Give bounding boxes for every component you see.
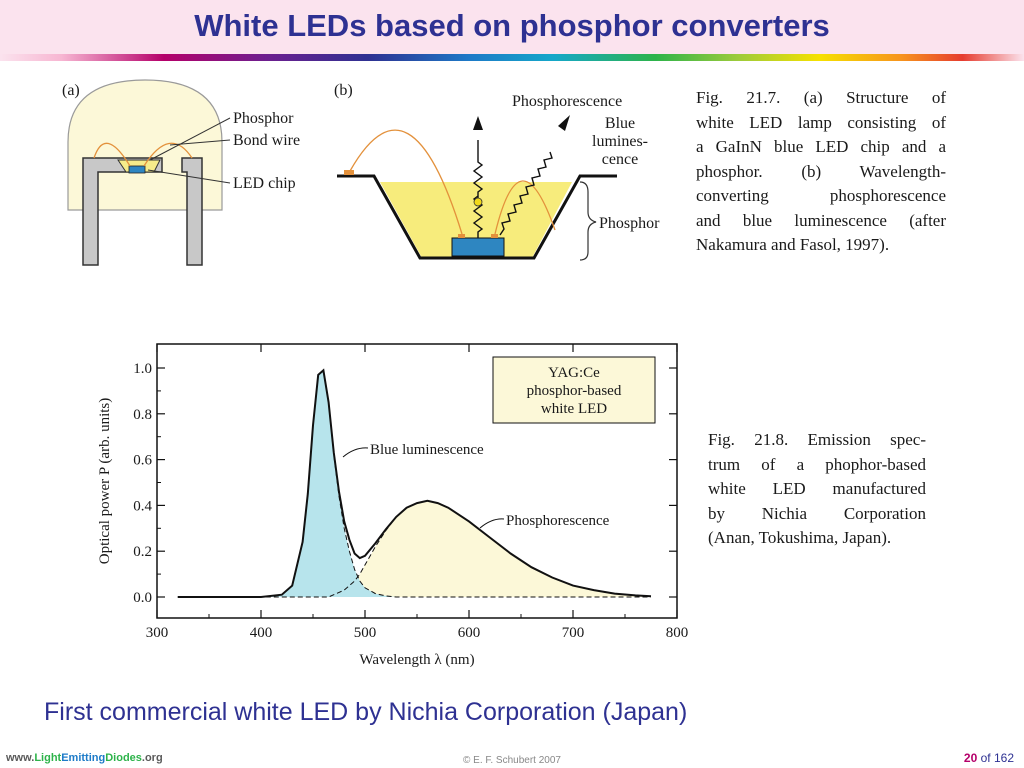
panel-b-label: (b) <box>334 82 353 99</box>
caption-line: and blue luminescence (after <box>696 210 946 230</box>
y-tick-label: 0.2 <box>133 544 152 560</box>
blue-luminescence-arrow <box>558 115 570 131</box>
label-phosphorescence-b: Phosphorescence <box>512 93 622 110</box>
lamp-dome <box>67 79 223 211</box>
annotation-blue-luminescence: Blue luminescence <box>370 442 484 458</box>
caption-fig-21-8: Fig. 21.8. Emission spec- trum of a phop… <box>708 428 926 551</box>
cup-outline-b <box>337 174 617 260</box>
figure-21-7-diagram: (a) Phosphor Bond wire LED chip (b) Phos… <box>62 79 660 266</box>
emission-spectrum-chart: 300 400 500 600 700 800 0.0 0.2 0.4 0.6 0.8 1.0 YA… <box>97 343 689 668</box>
bond-wire-left <box>93 142 131 167</box>
phosphor-annotation-leader <box>479 518 505 529</box>
bond-wire-b-left <box>349 129 463 235</box>
lead-frame-right <box>181 157 203 266</box>
led-chip-a <box>128 165 146 174</box>
panel-a-label: (a) <box>62 82 80 99</box>
rainbow-divider <box>0 54 1024 61</box>
x-tick-label: 700 <box>562 625 585 641</box>
phosphorescence-arrow <box>473 116 483 130</box>
legend-box <box>492 356 656 424</box>
x-tick-label: 800 <box>666 625 689 641</box>
label-blue-line3: cence <box>602 151 638 168</box>
caption-line: Fig. 21.8. Emission spec- <box>708 430 926 449</box>
phosphorescence-area <box>177 500 652 597</box>
slide-title: White LEDs based on phosphor converters <box>194 8 830 43</box>
label-phosphor-a: Phosphor <box>233 110 294 127</box>
slide-subtitle: First commercial white LED by Nichia Cor… <box>44 698 688 726</box>
page-current: 20 <box>963 751 978 765</box>
caption-fig-21-7: Fig. 21.7. (a) Structure of white LED la… <box>696 86 946 258</box>
caption-line: trum of a phophor-based <box>708 454 926 474</box>
page-indicator: 20 of 162 <box>964 751 1014 765</box>
y-tick-label: 0.0 <box>133 590 152 606</box>
total-emission-curve <box>177 368 652 598</box>
phosphor-brace <box>579 181 597 261</box>
label-bond-wire: Bond wire <box>233 132 300 149</box>
label-phosphor-b: Phosphor <box>599 215 660 232</box>
x-tick-label: 300 <box>146 625 169 641</box>
url-emitting: Emitting <box>61 752 106 764</box>
annotation-phosphorescence: Phosphorescence <box>506 513 610 529</box>
footer-website[interactable]: www.LightEmittingDiodes.org <box>6 752 163 764</box>
footer-copyright: © E. F. Schubert 2007 <box>463 755 561 766</box>
blue-luminescence-wave <box>499 151 553 236</box>
bond-wire-b-right <box>494 180 556 235</box>
blue-annotation-leader <box>342 447 369 458</box>
legend-line: YAG:Ce <box>548 365 600 381</box>
caption-line: white LED manufactured <box>708 479 926 498</box>
phosphor-particle <box>473 197 483 207</box>
url-light: Light <box>34 752 62 764</box>
caption-line: Nakamura and Fasol, 1997). <box>696 235 890 254</box>
y-tick-label: 0.8 <box>133 407 152 423</box>
y-axis-label: Optical power P (arb. units) <box>97 398 113 565</box>
title-bar <box>0 0 1024 54</box>
y-tick-label: 0.6 <box>133 453 152 469</box>
caption-line: by Nichia Corporation <box>708 503 926 523</box>
caption-line: phosphor. (b) Wavelength- <box>696 161 946 181</box>
legend-line: white LED <box>541 401 607 417</box>
caption-line: (Anan, Tokushima, Japan). <box>708 528 892 547</box>
label-blue-line1: Blue <box>605 115 635 132</box>
y-tick-label: 1.0 <box>133 361 152 377</box>
legend-line: phosphor-based <box>527 383 622 399</box>
url-prefix: www. <box>6 752 35 764</box>
caption-line: white LED lamp consisting of <box>696 112 946 132</box>
label-blue-line2: lumines- <box>592 133 648 150</box>
x-tick-label: 400 <box>250 625 273 641</box>
x-tick-label: 500 <box>354 625 377 641</box>
page-total: of 162 <box>980 751 1014 765</box>
caption-line: a GaInN blue LED chip and a <box>696 137 946 156</box>
url-diodes: Diodes <box>105 752 142 764</box>
phosphor-fill-b <box>380 182 572 258</box>
caption-line: Fig. 21.7. (a) Structure of <box>696 88 946 107</box>
bond-wire-right <box>143 142 193 167</box>
y-tick-label: 0.4 <box>133 498 152 514</box>
url-suffix: .org <box>141 752 163 764</box>
caption-line: converting phosphorescence <box>696 186 946 205</box>
x-axis-label: Wavelength λ (nm) <box>359 652 474 668</box>
label-led-chip: LED chip <box>233 175 296 192</box>
led-chip-b <box>451 237 505 257</box>
x-tick-label: 600 <box>458 625 481 641</box>
